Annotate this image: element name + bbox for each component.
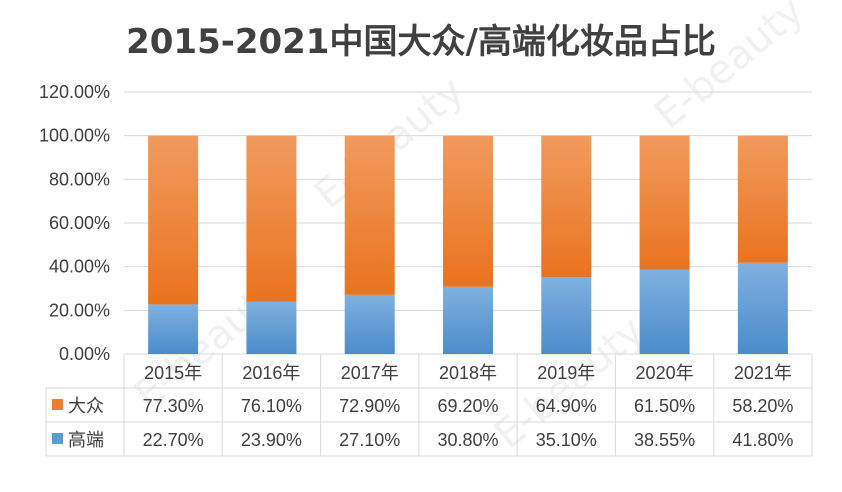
bar-premium	[246, 301, 297, 354]
y-tick-label: 20.00%	[49, 300, 110, 320]
bar-premium	[443, 286, 493, 354]
y-tick-label: 0.00%	[59, 344, 110, 364]
legend-swatch	[52, 433, 63, 444]
x-tick-label: 2017年	[341, 363, 399, 383]
data-label: 72.90%	[339, 396, 400, 416]
data-label: 38.55%	[634, 430, 695, 450]
data-label: 77.30%	[143, 396, 204, 416]
data-label: 30.80%	[437, 430, 498, 450]
legend-label: 大众	[68, 396, 104, 417]
legend-swatch	[52, 399, 63, 410]
x-tick-label: 2016年	[242, 363, 300, 383]
data-label: 27.10%	[339, 430, 400, 450]
y-tick-label: 60.00%	[49, 213, 110, 233]
chart-title: 2015-2021中国大众/高端化妆品占比	[126, 22, 716, 62]
bar-mass	[246, 135, 297, 302]
y-tick-label: 120.00%	[39, 82, 110, 102]
x-tick-label: 2019年	[537, 363, 595, 383]
y-tick-label: 80.00%	[49, 169, 110, 189]
y-tick-label: 40.00%	[49, 257, 110, 277]
y-tick-label: 100.00%	[39, 126, 110, 146]
bar-premium	[344, 294, 395, 354]
data-label: 58.20%	[732, 396, 793, 416]
data-label: 76.10%	[241, 396, 302, 416]
bar-mass	[148, 135, 199, 305]
data-label: 69.20%	[437, 396, 498, 416]
bar-premium	[541, 277, 592, 354]
bar-premium	[639, 269, 690, 354]
bar-mass	[639, 135, 690, 270]
legend-label: 高端	[68, 430, 104, 451]
data-label: 61.50%	[634, 396, 695, 416]
x-tick-label: 2020年	[636, 363, 694, 383]
data-label: 22.70%	[143, 430, 204, 450]
x-tick-label: 2018年	[439, 363, 497, 383]
x-tick-label: 2015年	[144, 363, 202, 383]
data-label: 35.10%	[536, 430, 597, 450]
bar-premium	[737, 262, 788, 354]
bar-mass	[541, 135, 592, 278]
x-tick-label: 2021年	[734, 363, 792, 383]
bar-mass	[344, 135, 395, 295]
data-label: 41.80%	[732, 430, 793, 450]
bar-premium	[148, 304, 199, 354]
data-label: 23.90%	[241, 430, 302, 450]
bar-mass	[443, 135, 493, 287]
data-label: 64.90%	[536, 396, 597, 416]
bar-mass	[737, 135, 788, 263]
